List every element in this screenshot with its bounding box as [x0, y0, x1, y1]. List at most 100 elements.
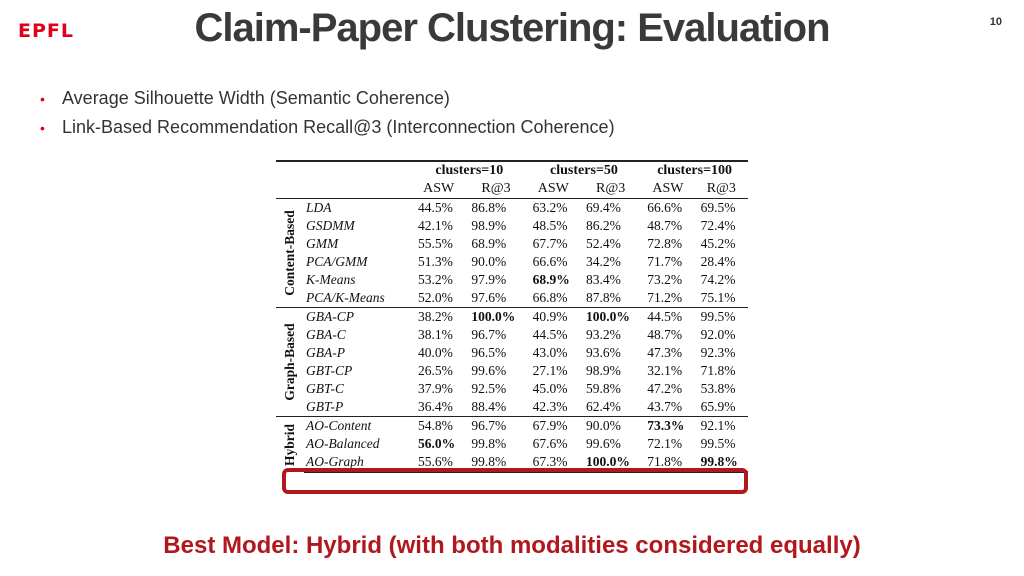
table-row: AO-Balanced 56.0% 99.8% 67.6% 99.6% 72.1% 99.5…: [276, 435, 748, 453]
metric-cell: 38.1%: [418, 327, 453, 342]
metric-cell: 34.2%: [585, 254, 621, 269]
bullet-dot-icon: •: [40, 91, 45, 107]
metric-cell: 65.9%: [700, 399, 736, 414]
metric-cell: 42.3%: [532, 399, 568, 414]
metric-cell: 90.0%: [471, 254, 507, 269]
table-row: PCA/GMM 51.3% 90.0% 66.6% 34.2% 71.7% 28.4%: [276, 253, 748, 271]
bullet-item: • Link-Based Recommendation Recall@3 (In…: [40, 117, 615, 138]
metric-header: R@3: [706, 181, 736, 196]
metric-cell: 92.3%: [700, 345, 736, 360]
bullet-dot-icon: •: [40, 120, 45, 136]
metric-cell: 86.8%: [465, 198, 527, 217]
cluster-header-row: clusters=10 clusters=50 clusters=100: [276, 160, 748, 180]
table-row: AO-Graph 55.6% 99.8% 67.3% 100.0% 71.8% 99.8%: [276, 453, 748, 473]
bullet-text: Link-Based Recommendation Recall@3 (Inte…: [62, 117, 615, 137]
model-name: GBA-CP: [304, 307, 412, 326]
metric-cell: 26.5%: [418, 363, 453, 378]
metric-cell: 48.5%: [532, 218, 568, 233]
metric-header: R@3: [481, 181, 511, 196]
group-label-text: Graph-Based: [282, 323, 297, 401]
metric-cell: 42.1%: [418, 218, 453, 233]
model-name: LDA: [304, 198, 412, 217]
metric-header: ASW: [423, 181, 455, 196]
metric-cell: 73.2%: [647, 272, 683, 287]
metric-header-row: ASW R@3 ASW R@3 ASW R@3: [276, 180, 748, 199]
metric-cell: 47.2%: [647, 381, 683, 396]
table-row: GMM 55.5% 68.9% 67.7% 52.4% 72.8% 45.2%: [276, 235, 748, 253]
metric-cell: 99.6%: [471, 363, 507, 378]
metric-cell: 92.0%: [700, 327, 736, 342]
epfl-logo: EPFL: [18, 20, 74, 42]
table-row: GBA-C 38.1% 96.7% 44.5% 93.2% 48.7% 92.0%: [276, 326, 748, 344]
metric-cell: 40.0%: [418, 345, 453, 360]
bullet-list: • Average Silhouette Width (Semantic Coh…: [40, 88, 615, 146]
metric-cell: 66.8%: [532, 290, 568, 305]
metric-cell: 40.9%: [526, 307, 580, 326]
metric-cell: 36.4%: [418, 399, 453, 414]
metric-cell: 66.6%: [641, 198, 695, 217]
metric-cell: 48.7%: [647, 327, 683, 342]
metric-cell: 53.8%: [700, 381, 736, 396]
metric-cell: 53.2%: [418, 272, 453, 287]
cluster-header: clusters=10: [412, 160, 527, 180]
metric-cell: 52.0%: [418, 290, 453, 305]
table-row: GBT-P 36.4% 88.4% 42.3% 62.4% 43.7% 65.9%: [276, 398, 748, 417]
model-name: GBA-C: [306, 327, 346, 342]
metric-cell: 93.6%: [585, 345, 621, 360]
metric-cell: 72.8%: [647, 236, 683, 251]
metric-cell: 44.5%: [412, 198, 466, 217]
metric-cell: 27.1%: [532, 363, 568, 378]
group-label-text: Content-Based: [282, 210, 297, 296]
table-row: GSDMM 42.1% 98.9% 48.5% 86.2% 48.7% 72.4%: [276, 217, 748, 235]
metric-cell: 68.9%: [471, 236, 507, 251]
bullet-item: • Average Silhouette Width (Semantic Coh…: [40, 88, 615, 109]
table-row: Graph-Based GBA-CP 38.2% 100.0% 40.9% 100.0% 4…: [276, 307, 748, 417]
best-model-caption: Best Model: Hybrid (with both modalities…: [163, 532, 861, 559]
best-model-highlight: [282, 468, 748, 494]
metric-cell: 43.7%: [647, 399, 683, 414]
metric-cell: 74.2%: [700, 272, 736, 287]
metric-cell: 100.0%: [465, 307, 527, 326]
model-name: K-Means: [306, 272, 356, 287]
metric-cell: 75.1%: [700, 290, 736, 305]
table-body: Content-Based LDA 44.5% 86.8% 63.2% 69.4% 66.6…: [276, 198, 748, 473]
model-name: GBT-C: [306, 381, 345, 396]
metric-cell: 99.5%: [700, 436, 736, 451]
metric-cell: 92.1%: [694, 416, 748, 435]
metric-cell: 100.0%: [579, 307, 642, 326]
metric-cell: 59.8%: [585, 381, 621, 396]
metric-cell: 88.4%: [471, 399, 507, 414]
model-name: GBT-CP: [306, 363, 353, 378]
metric-cell: 67.7%: [532, 236, 568, 251]
metric-cell: 96.7%: [465, 416, 527, 435]
metric-cell: 66.6%: [532, 254, 568, 269]
metric-cell: 69.4%: [579, 198, 642, 217]
metric-cell: 72.1%: [647, 436, 683, 451]
metric-cell: 44.5%: [641, 307, 695, 326]
metric-cell: 52.4%: [585, 236, 621, 251]
metric-cell: 69.5%: [694, 198, 748, 217]
metric-cell: 38.2%: [412, 307, 466, 326]
metric-cell: 56.0%: [418, 436, 456, 451]
metric-cell: 83.4%: [585, 272, 621, 287]
metric-cell: 63.2%: [526, 198, 580, 217]
slide-title: Claim-Paper Clustering: Evaluation: [194, 6, 830, 50]
metric-cell: 62.4%: [585, 399, 621, 414]
metric-cell: 96.5%: [471, 345, 507, 360]
metric-cell: 97.9%: [471, 272, 507, 287]
metric-cell: 99.5%: [694, 307, 748, 326]
group-label: Content-Based: [276, 198, 304, 308]
group-label: Hybrid: [276, 416, 304, 472]
metric-cell: 87.8%: [585, 290, 621, 305]
page-number: 10: [989, 16, 1002, 28]
metric-cell: 71.7%: [647, 254, 683, 269]
metric-cell: 98.9%: [471, 218, 507, 233]
metric-cell: 86.2%: [585, 218, 621, 233]
metric-cell: 51.3%: [418, 254, 453, 269]
model-name: GMM: [306, 236, 339, 251]
table-header: clusters=10 clusters=50 clusters=100 ASW…: [276, 160, 748, 199]
metric-header: ASW: [652, 181, 684, 196]
group-label: Graph-Based: [276, 307, 304, 417]
bullet-text: Average Silhouette Width (Semantic Coher…: [62, 88, 450, 108]
metric-cell: 73.3%: [641, 416, 695, 435]
